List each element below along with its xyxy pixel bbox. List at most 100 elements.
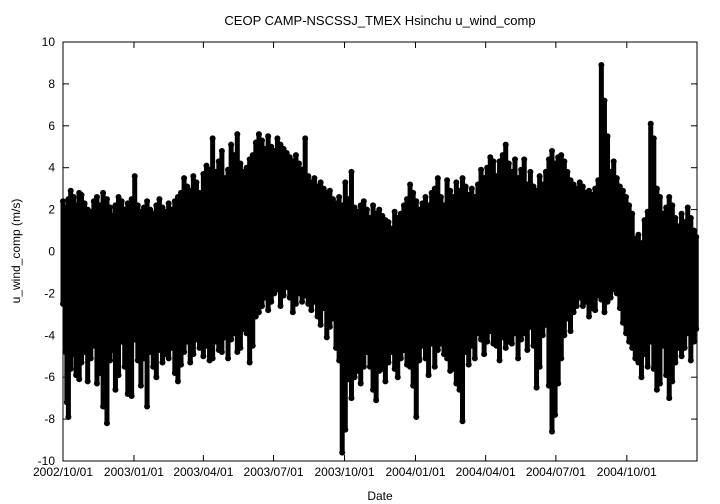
data-band bbox=[518, 169, 524, 340]
data-point-max bbox=[379, 212, 386, 219]
data-point-max bbox=[548, 147, 555, 154]
data-band bbox=[657, 197, 663, 384]
data-point-max bbox=[444, 177, 451, 184]
data-point-max bbox=[616, 183, 623, 190]
data-band bbox=[256, 134, 262, 313]
data-band bbox=[79, 194, 85, 363]
data-band bbox=[552, 163, 558, 415]
data-point-max bbox=[265, 133, 272, 140]
data-band bbox=[207, 169, 213, 361]
data-band bbox=[278, 144, 284, 306]
data-point-min bbox=[604, 298, 611, 305]
data-point-max bbox=[193, 179, 200, 186]
data-band bbox=[497, 161, 503, 361]
data-point-max bbox=[67, 187, 74, 194]
data-band bbox=[407, 184, 413, 367]
data-band bbox=[104, 199, 110, 424]
data-band bbox=[654, 188, 660, 390]
data-band bbox=[466, 194, 472, 365]
data-point-max bbox=[159, 204, 166, 211]
data-band bbox=[376, 209, 382, 371]
data-band bbox=[308, 182, 314, 311]
data-point-max bbox=[530, 183, 537, 190]
data-band bbox=[181, 178, 187, 353]
data-point-max bbox=[363, 206, 370, 213]
data-point-max bbox=[647, 120, 654, 127]
data-point-min bbox=[607, 294, 614, 301]
data-point-max bbox=[234, 131, 241, 138]
data-band bbox=[100, 192, 106, 407]
x-axis: 2002/10/01 2003/01/01 2003/04/01 2003/07/01… bbox=[33, 42, 657, 479]
data-band bbox=[187, 190, 193, 363]
data-band bbox=[305, 176, 311, 304]
data-point-min bbox=[228, 336, 235, 343]
data-point-max bbox=[521, 156, 528, 163]
data-band bbox=[193, 182, 199, 340]
data-point-max bbox=[286, 154, 293, 161]
data-band bbox=[456, 190, 462, 390]
data-band bbox=[512, 159, 518, 334]
data-point-min bbox=[561, 332, 568, 339]
data-point-min bbox=[678, 353, 685, 360]
data-point-max bbox=[410, 189, 417, 196]
data-band bbox=[493, 176, 499, 346]
data-point-min bbox=[601, 309, 608, 316]
data-point-min bbox=[252, 313, 259, 320]
data-band bbox=[527, 171, 533, 327]
data-point-max bbox=[348, 168, 355, 175]
data-band bbox=[345, 199, 351, 380]
data-band bbox=[94, 197, 100, 384]
data-point-max bbox=[115, 194, 122, 201]
data-point-min bbox=[237, 344, 244, 351]
data-band bbox=[327, 190, 333, 327]
data-point-min bbox=[552, 411, 559, 418]
data-band bbox=[112, 205, 118, 390]
data-point-min bbox=[65, 414, 72, 421]
data-band bbox=[675, 226, 681, 348]
data-band bbox=[580, 186, 586, 306]
data-point-max bbox=[610, 158, 617, 165]
data-point-min bbox=[271, 290, 278, 297]
data-band bbox=[240, 171, 246, 330]
data-point-min bbox=[181, 349, 188, 356]
data-band bbox=[605, 136, 611, 302]
data-point-max bbox=[601, 97, 608, 104]
data-band bbox=[119, 201, 125, 342]
data-band bbox=[213, 171, 219, 342]
data-point-min bbox=[653, 386, 660, 393]
data-band bbox=[534, 190, 540, 388]
data-point-max bbox=[181, 175, 188, 182]
data-point-min bbox=[174, 378, 181, 385]
data-band bbox=[450, 197, 456, 369]
data-point-min bbox=[394, 374, 401, 381]
data-point-min bbox=[255, 309, 262, 316]
data-band bbox=[620, 190, 626, 323]
data-band bbox=[577, 182, 583, 298]
data-band bbox=[125, 203, 131, 394]
data-point-min bbox=[681, 344, 688, 351]
data-band bbox=[574, 188, 580, 306]
data-band bbox=[663, 207, 669, 376]
data-band bbox=[358, 205, 364, 384]
data-band bbox=[530, 186, 536, 346]
data-point-max bbox=[209, 135, 216, 142]
data-point-max bbox=[277, 141, 284, 148]
data-band bbox=[370, 205, 376, 390]
data-point-max bbox=[218, 147, 225, 154]
data-band bbox=[68, 190, 74, 369]
data-point-min bbox=[508, 340, 515, 347]
data-point-max bbox=[561, 158, 568, 165]
data-point-max bbox=[613, 175, 620, 182]
data-band bbox=[141, 207, 147, 359]
data-point-max bbox=[434, 175, 441, 182]
data-band bbox=[626, 205, 632, 342]
data-band bbox=[200, 173, 206, 357]
data-band bbox=[444, 180, 450, 359]
data-point-max bbox=[502, 141, 509, 148]
data-point-min bbox=[548, 428, 555, 435]
data-point-max bbox=[407, 181, 414, 188]
data-band bbox=[648, 123, 654, 342]
data-band bbox=[129, 199, 135, 397]
data-point-min bbox=[656, 380, 663, 387]
data-point-min bbox=[115, 372, 122, 379]
